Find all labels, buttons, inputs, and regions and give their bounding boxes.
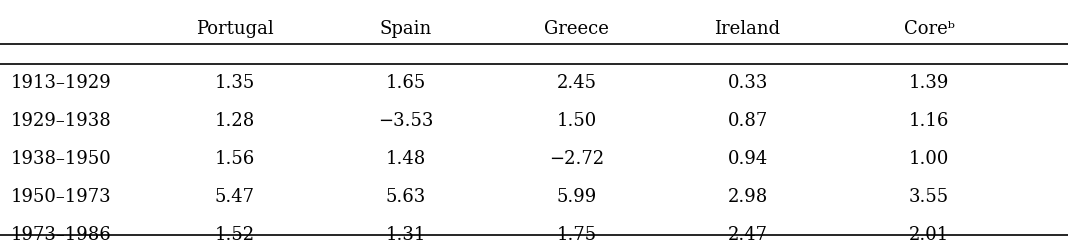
Text: Portugal: Portugal (197, 20, 273, 38)
Text: 1.31: 1.31 (386, 226, 426, 244)
Text: 1.50: 1.50 (556, 112, 597, 130)
Text: 0.87: 0.87 (727, 112, 768, 130)
Text: 1.16: 1.16 (909, 112, 949, 130)
Text: 2.47: 2.47 (727, 226, 768, 244)
Text: 1.35: 1.35 (215, 74, 255, 92)
Text: Coreᵇ: Coreᵇ (904, 20, 955, 38)
Text: 5.47: 5.47 (215, 188, 255, 206)
Text: Ireland: Ireland (714, 20, 781, 38)
Text: 2.45: 2.45 (556, 74, 597, 92)
Text: 1929–1938: 1929–1938 (11, 112, 111, 130)
Text: 1.28: 1.28 (215, 112, 255, 130)
Text: 3.55: 3.55 (909, 188, 949, 206)
Text: Greece: Greece (545, 20, 609, 38)
Text: 1.48: 1.48 (386, 150, 426, 168)
Text: 1950–1973: 1950–1973 (11, 188, 111, 206)
Text: 1.75: 1.75 (556, 226, 597, 244)
Text: 1973–1986: 1973–1986 (11, 226, 111, 244)
Text: 0.94: 0.94 (727, 150, 768, 168)
Text: 1.65: 1.65 (386, 74, 426, 92)
Text: −3.53: −3.53 (378, 112, 434, 130)
Text: 5.99: 5.99 (556, 188, 597, 206)
Text: 0.33: 0.33 (727, 74, 768, 92)
Text: 1.39: 1.39 (909, 74, 949, 92)
Text: Spain: Spain (380, 20, 431, 38)
Text: −2.72: −2.72 (549, 150, 604, 168)
Text: 2.98: 2.98 (727, 188, 768, 206)
Text: 5.63: 5.63 (386, 188, 426, 206)
Text: 1.52: 1.52 (215, 226, 255, 244)
Text: 1.56: 1.56 (215, 150, 255, 168)
Text: 1938–1950: 1938–1950 (11, 150, 111, 168)
Text: 1.00: 1.00 (909, 150, 949, 168)
Text: 1913–1929: 1913–1929 (11, 74, 111, 92)
Text: 2.01: 2.01 (909, 226, 949, 244)
